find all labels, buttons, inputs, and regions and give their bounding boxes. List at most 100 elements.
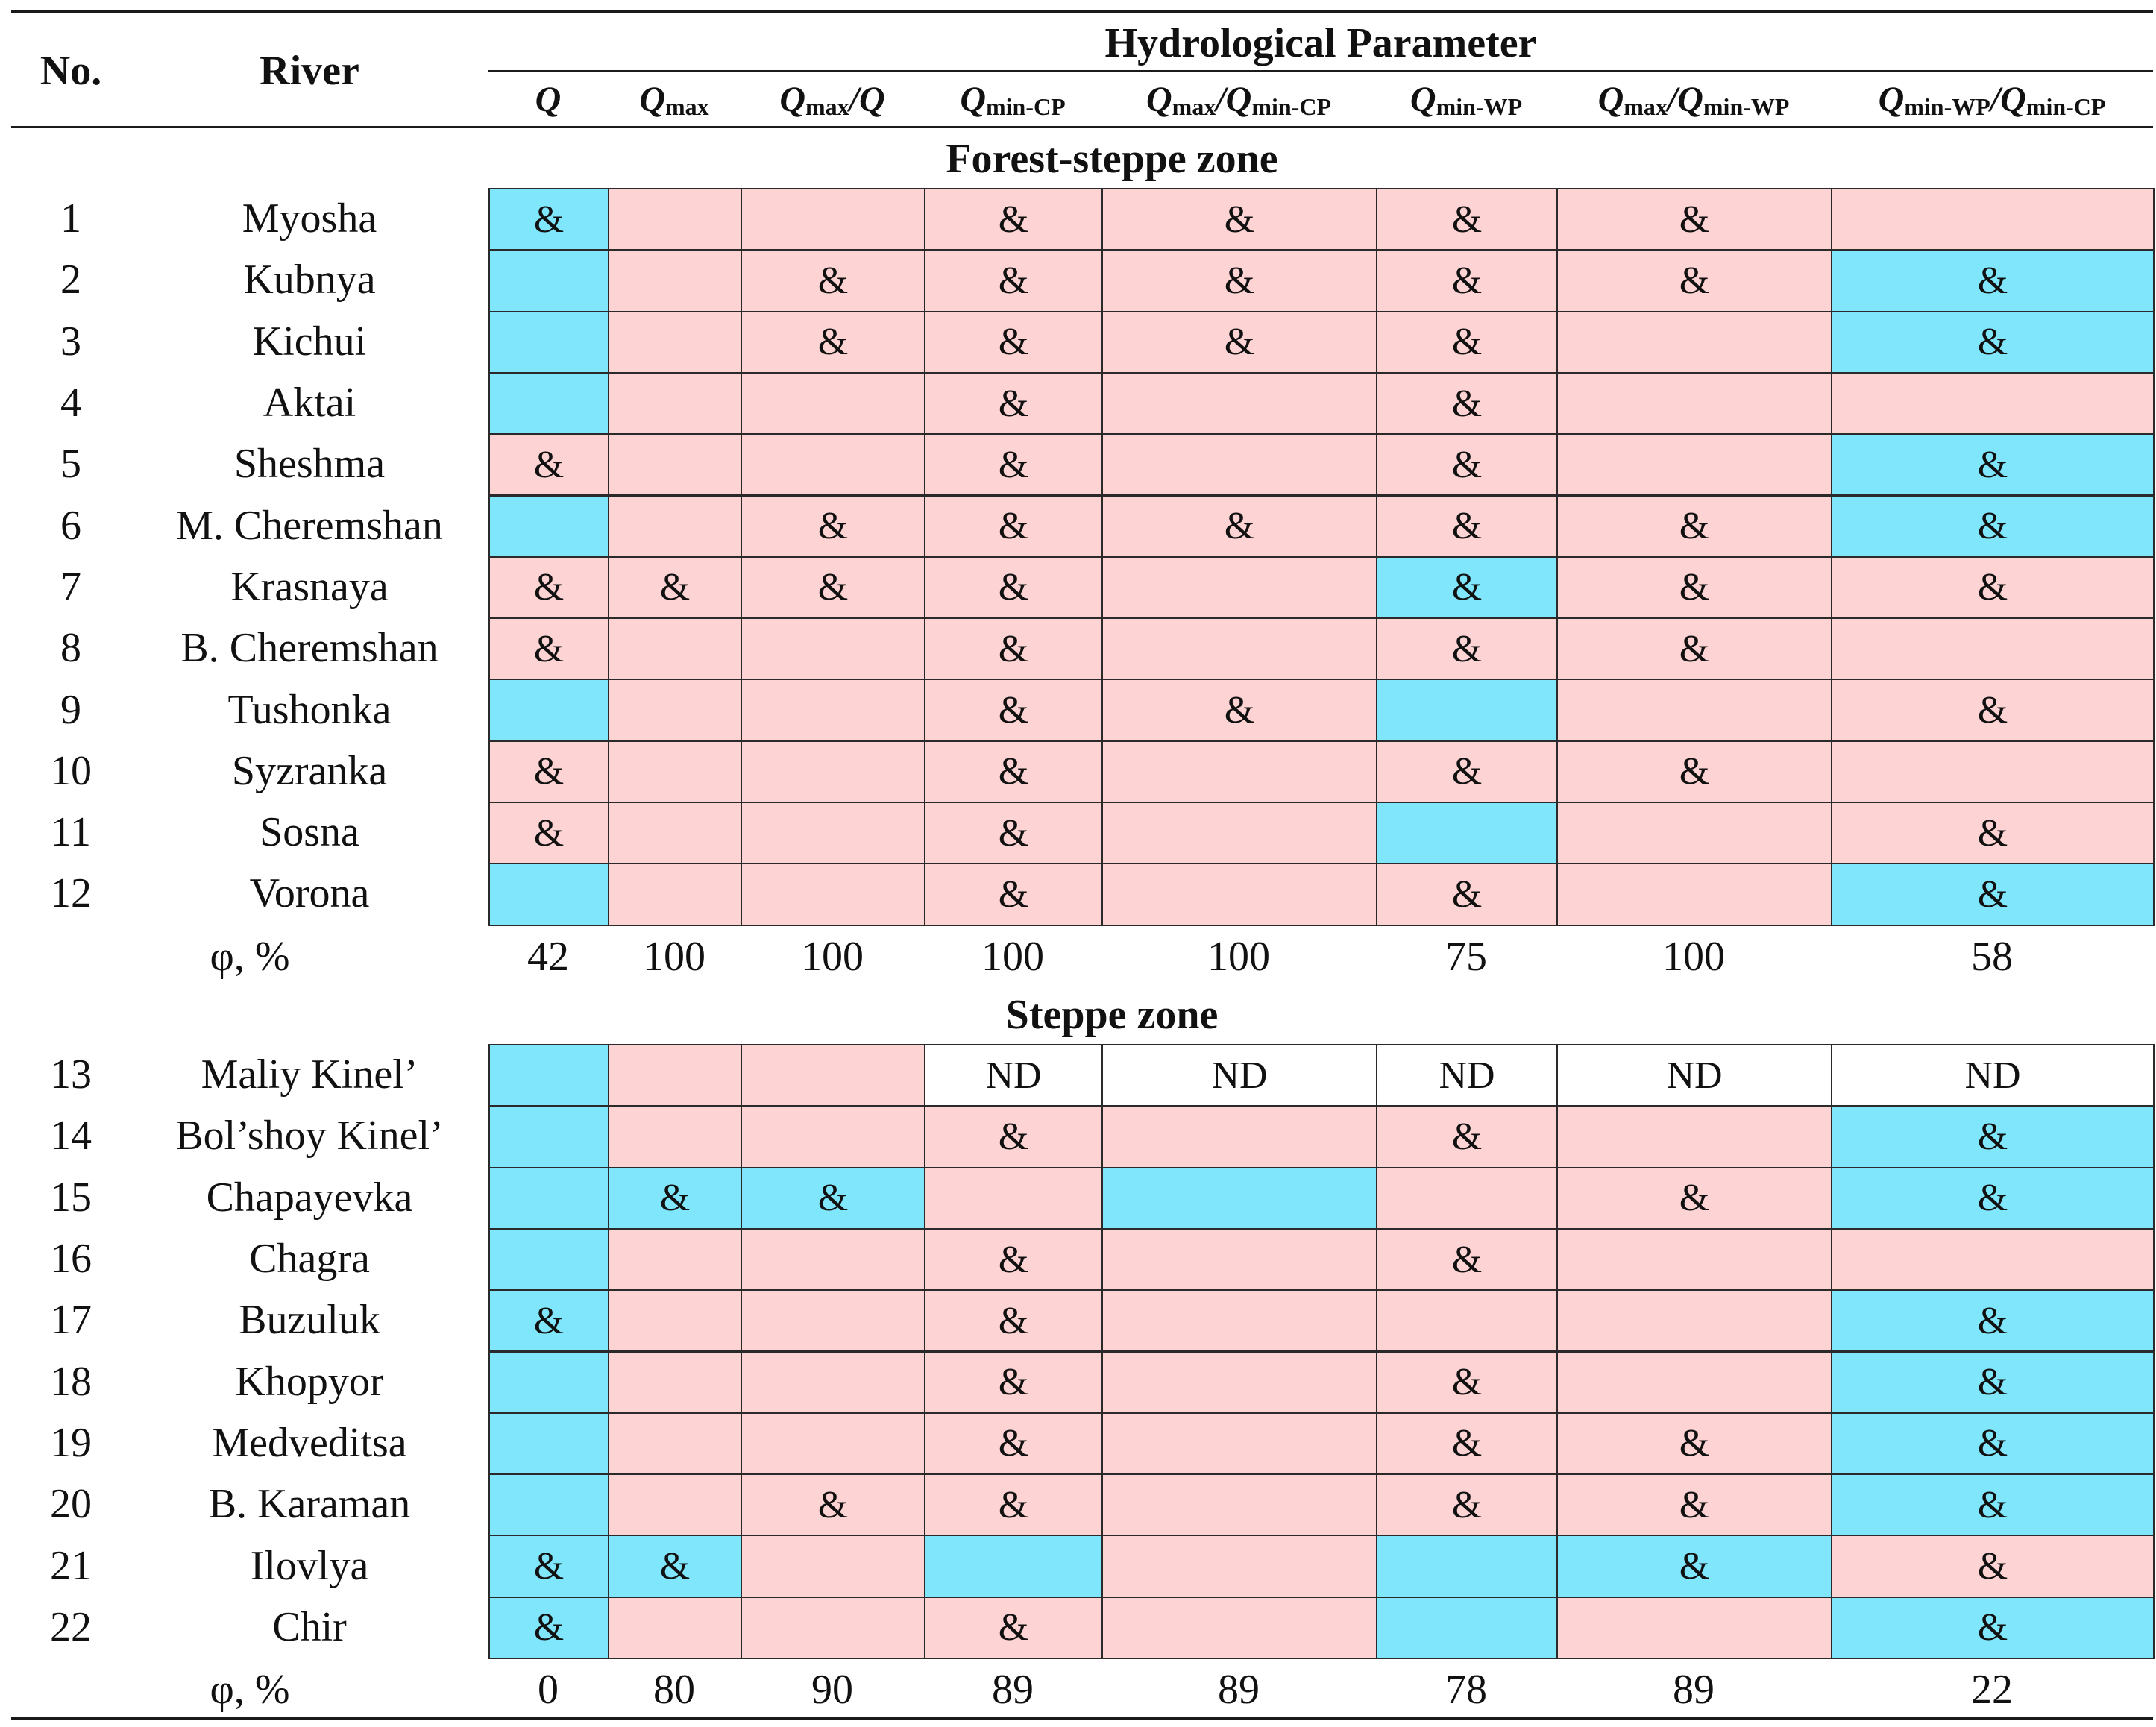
table-cell: & xyxy=(924,249,1103,312)
table-cell xyxy=(488,1350,609,1414)
table-cell: & xyxy=(1556,1166,1832,1230)
phi-value: 100 xyxy=(801,933,864,980)
table-cell xyxy=(1376,1596,1558,1659)
row-number: 4 xyxy=(60,380,81,427)
table-cell: & xyxy=(1556,1535,1832,1598)
table-cell: & xyxy=(1831,1596,2155,1659)
table-cell xyxy=(608,1412,742,1476)
table-cell: & xyxy=(1831,556,2155,620)
table-cell xyxy=(1101,1350,1377,1414)
table-cell: & xyxy=(1101,188,1377,251)
table-cell xyxy=(1101,863,1377,926)
table-cell: & xyxy=(1556,494,1832,558)
header-symbol: Q xyxy=(1597,79,1624,119)
table-cell xyxy=(1556,679,1832,742)
table-cell xyxy=(1831,188,2155,251)
phi-value: 75 xyxy=(1445,933,1487,980)
phi-percent-label: φ, % xyxy=(210,933,290,980)
table-cell xyxy=(1556,1596,1832,1659)
table-cell: & xyxy=(924,617,1103,681)
header-symbol: Q xyxy=(960,79,986,119)
table-cell: ND xyxy=(1101,1044,1377,1107)
table-cell xyxy=(608,1289,742,1353)
table-cell: & xyxy=(1831,494,2155,558)
row-number: 11 xyxy=(51,809,91,856)
row-number: 3 xyxy=(60,318,81,365)
table-cell xyxy=(1556,371,1832,435)
table-cell xyxy=(741,1412,925,1476)
phi-value: 100 xyxy=(643,933,705,980)
header-symbol: /Q xyxy=(1667,79,1703,119)
table-cell: & xyxy=(1376,1350,1558,1414)
table-cell xyxy=(741,371,925,435)
river-name: Chagra xyxy=(249,1236,370,1283)
table-cell xyxy=(608,740,742,803)
group-rule xyxy=(488,70,2153,72)
phi-value: 90 xyxy=(811,1667,853,1713)
top-rule xyxy=(11,10,2153,13)
header-subscript: min-WP xyxy=(1703,92,1790,120)
table-cell: & xyxy=(1376,863,1558,926)
table-cell xyxy=(741,1350,925,1414)
table-cell: & xyxy=(488,740,609,803)
table-cell: & xyxy=(1831,1105,2155,1168)
table-cell xyxy=(608,802,742,865)
column-header-1: Q xyxy=(488,75,608,124)
header-subscript: min-CP xyxy=(986,92,1066,120)
table-cell xyxy=(1101,617,1377,681)
row-number: 6 xyxy=(60,502,81,549)
table-cell xyxy=(608,433,742,497)
table-cell: & xyxy=(924,1227,1103,1292)
table-cell xyxy=(608,494,742,558)
phi-value: 100 xyxy=(1662,933,1725,980)
zone-title-forest-steppe-zone: Forest-steppe zone xyxy=(946,136,1278,182)
table-cell: & xyxy=(1101,249,1377,312)
table-cell xyxy=(741,617,925,681)
table-cell: & xyxy=(488,617,609,681)
table-cell: & xyxy=(741,249,925,312)
header-symbol: /Q xyxy=(849,79,885,119)
phi-value: 89 xyxy=(1673,1667,1715,1713)
row-number: 18 xyxy=(50,1358,92,1405)
table-cell: ND xyxy=(1556,1044,1832,1107)
table-cell: & xyxy=(1831,249,2155,312)
table-cell xyxy=(924,1166,1103,1230)
table-cell: & xyxy=(924,1289,1103,1353)
table-cell: & xyxy=(1831,1473,2155,1537)
table-cell xyxy=(741,1289,925,1353)
river-name: Kichui xyxy=(252,318,367,365)
table-cell: & xyxy=(924,371,1103,435)
table-cell xyxy=(1101,1596,1377,1659)
row-number: 8 xyxy=(60,625,81,672)
table-cell xyxy=(741,188,925,251)
river-name: Ilovlya xyxy=(250,1542,369,1589)
row-number: 10 xyxy=(50,747,92,794)
table-cell: & xyxy=(924,188,1103,251)
phi-value: 89 xyxy=(1218,1667,1260,1713)
row-number: 9 xyxy=(60,686,81,733)
table-cell: & xyxy=(1101,310,1377,374)
table-cell: & xyxy=(741,556,925,620)
table-cell xyxy=(608,249,742,312)
row-number: 7 xyxy=(60,563,81,610)
river-name: M. Cheremshan xyxy=(176,502,443,549)
table-cell: & xyxy=(924,1473,1103,1537)
table-cell: & xyxy=(1556,740,1832,803)
river-name: Krasnaya xyxy=(230,563,389,610)
river-name: Chapayevka xyxy=(206,1174,413,1221)
table-cell xyxy=(741,1227,925,1292)
phi-value: 0 xyxy=(538,1667,559,1713)
header-subscript: min-CP xyxy=(1251,92,1331,120)
table-cell xyxy=(1101,1166,1377,1230)
table-cell: & xyxy=(608,1535,742,1598)
row-number: 17 xyxy=(50,1297,92,1344)
table-cell: & xyxy=(1376,617,1558,681)
row-number: 21 xyxy=(50,1542,92,1589)
header-hydrological-parameter: Hydrological Parameter xyxy=(1104,20,1537,66)
table-cell xyxy=(488,679,609,742)
table-cell xyxy=(1376,1166,1558,1230)
header-symbol: Q xyxy=(639,79,665,119)
header-symbol: /Q xyxy=(1216,79,1252,119)
